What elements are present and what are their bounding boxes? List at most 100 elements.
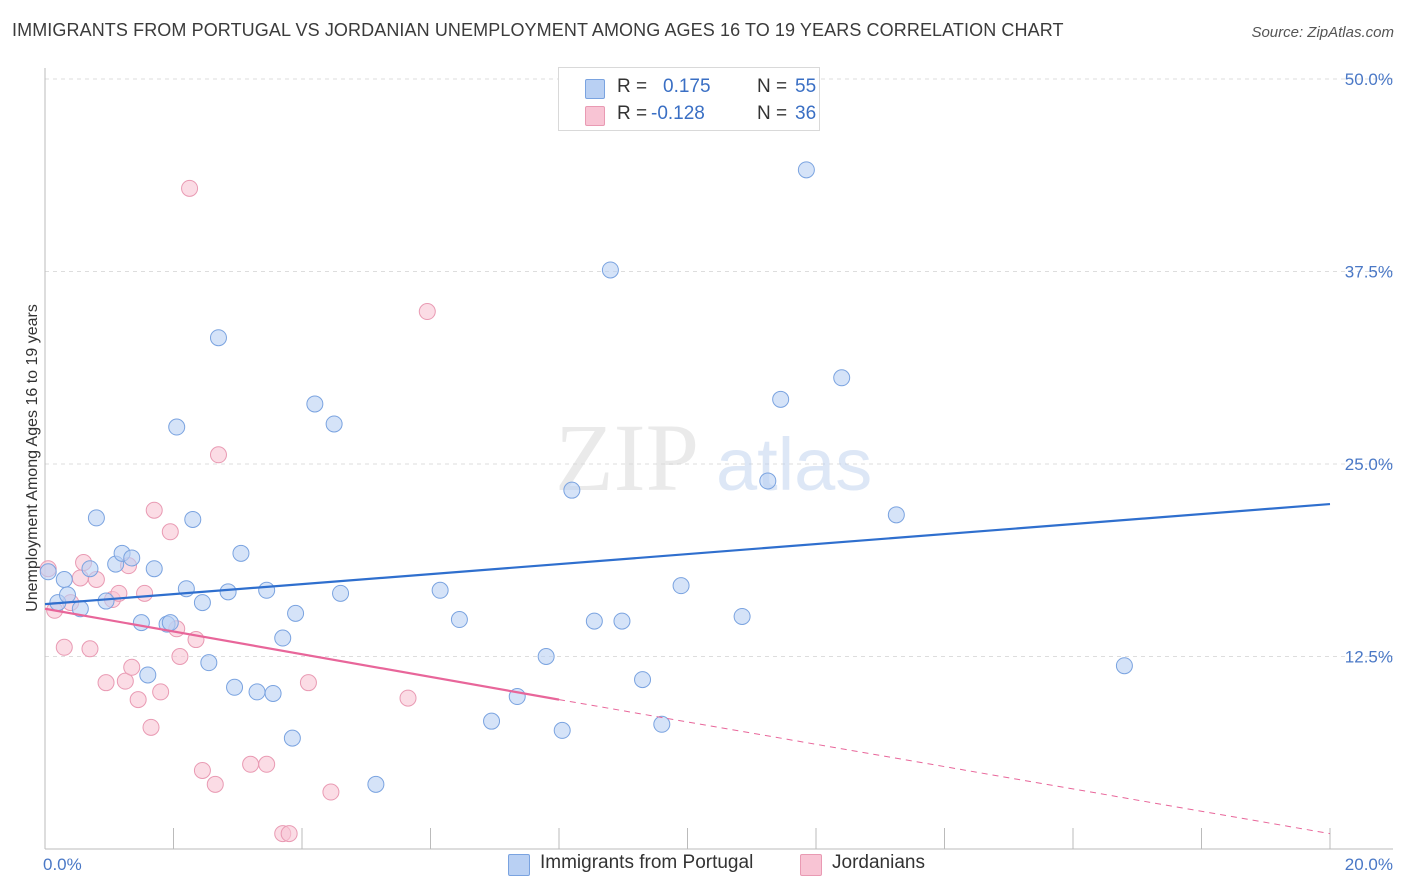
portugal-trend-line (44, 502, 1331, 606)
portugal-point (797, 161, 815, 179)
portugal-point (232, 544, 250, 562)
portugal-point (145, 560, 163, 578)
jordanians-point (418, 303, 436, 321)
axes (44, 68, 1393, 850)
grid-lines (45, 78, 1393, 657)
jordanians-point (116, 672, 134, 690)
trend-lines (44, 502, 1331, 835)
portugal-point (634, 671, 652, 689)
y-axis-title: Unemployment Among Ages 16 to 19 years (24, 304, 41, 612)
jordanians-point (206, 775, 224, 793)
legend-n-value: 36 (795, 103, 817, 124)
source-label: Source: ZipAtlas.com (1251, 24, 1394, 41)
jordanians-point (123, 658, 141, 676)
legend-r-label: R = (617, 103, 648, 124)
chart-title: IMMIGRANTS FROM PORTUGAL VS JORDANIAN UN… (12, 20, 1064, 40)
jordanians-point (81, 640, 99, 658)
portugal-point (55, 571, 73, 588)
jordanians-point (142, 718, 160, 736)
portugal-point (653, 715, 671, 733)
portugal-point (601, 261, 619, 279)
portugal-point (287, 604, 305, 622)
portugal-point (200, 654, 218, 672)
portugal-point (193, 594, 211, 612)
jordanians-trend-line (44, 607, 560, 701)
portugal-point (759, 472, 777, 490)
portugal-point (248, 683, 266, 701)
portugal-point (833, 369, 851, 387)
jordanians-point (399, 689, 417, 707)
jordanians-point (152, 683, 170, 701)
tick-labels: 12.5% 25.0% 37.5% 50.0% 0.0% 20.0% (43, 70, 1393, 874)
legend-n-label: N = (757, 103, 788, 124)
bottom-legend-label-jordanians: Jordanians (832, 852, 925, 873)
bottom-legend-swatch-jordanians (800, 854, 822, 876)
jordanians-point (299, 674, 317, 692)
portugal-point (306, 395, 324, 413)
portugal-point (332, 584, 350, 602)
bottom-legend-label-portugal: Immigrants from Portugal (540, 852, 754, 873)
watermark: ZIP atlas (555, 404, 872, 511)
jordanians-point (242, 755, 260, 773)
portugal-point (1115, 657, 1133, 675)
jordanians-point (129, 691, 147, 709)
portugal-point (733, 607, 751, 625)
portugal-point (168, 418, 186, 436)
portugal-point (219, 583, 237, 601)
portugal-point (226, 678, 244, 696)
portugal-point (139, 666, 157, 684)
portugal-point (431, 581, 449, 599)
jordanians-point (171, 648, 189, 665)
portugal-point (585, 612, 603, 630)
portugal-point (258, 581, 276, 599)
legend-r-label: R = (617, 76, 648, 97)
watermark-atlas: atlas (716, 423, 872, 506)
legend-r-value: 0.175 (663, 76, 711, 97)
jordanians-point (136, 584, 154, 602)
y-tick-label: 12.5% (1345, 648, 1393, 667)
portugal-point (274, 629, 292, 647)
portugal-point (81, 560, 99, 578)
portugal-point (184, 510, 202, 528)
jordanians-point (161, 523, 179, 541)
legend-swatch-jordanians (585, 106, 605, 126)
legend: R = 0.175 N = 55 R = -0.128 N = 36 (558, 67, 820, 131)
portugal-point (283, 729, 301, 747)
portugal-point (39, 563, 57, 581)
legend-swatch-portugal (585, 79, 605, 99)
jordanians-trend-extension (558, 699, 1331, 835)
jordanians-point (209, 446, 227, 464)
portugal-point (161, 614, 179, 632)
jordanians-point (55, 638, 73, 656)
legend-n-value: 55 (795, 76, 817, 97)
bottom-legend-swatch-portugal (508, 854, 530, 876)
legend-r-value: -0.128 (651, 103, 705, 124)
portugal-point (537, 648, 555, 665)
portugal-point (209, 329, 227, 347)
portugal-point (58, 586, 76, 604)
portugal-point (613, 612, 631, 630)
portugal-point (367, 775, 385, 793)
jordanians-point (97, 674, 115, 692)
portugal-point (97, 592, 115, 610)
legend-n-label: N = (757, 76, 788, 97)
portugal-point (132, 614, 150, 632)
portugal-point (483, 712, 501, 730)
portugal-point (87, 509, 105, 527)
jordanians-point (193, 761, 211, 779)
portugal-point (450, 611, 468, 629)
y-tick-label: 37.5% (1345, 263, 1393, 282)
jordanians-point (258, 755, 276, 773)
portugal-point (563, 481, 581, 499)
y-tick-label: 25.0% (1345, 455, 1393, 474)
y-tick-label: 50.0% (1345, 70, 1393, 89)
jordanians-point (181, 179, 199, 197)
jordanians-point (145, 501, 163, 519)
jordanians-point (280, 825, 298, 843)
portugal-point (772, 390, 790, 408)
x-tick-label: 0.0% (43, 855, 82, 874)
jordanians-point (322, 783, 340, 801)
portugal-point (887, 506, 905, 524)
portugal-point (264, 684, 282, 702)
